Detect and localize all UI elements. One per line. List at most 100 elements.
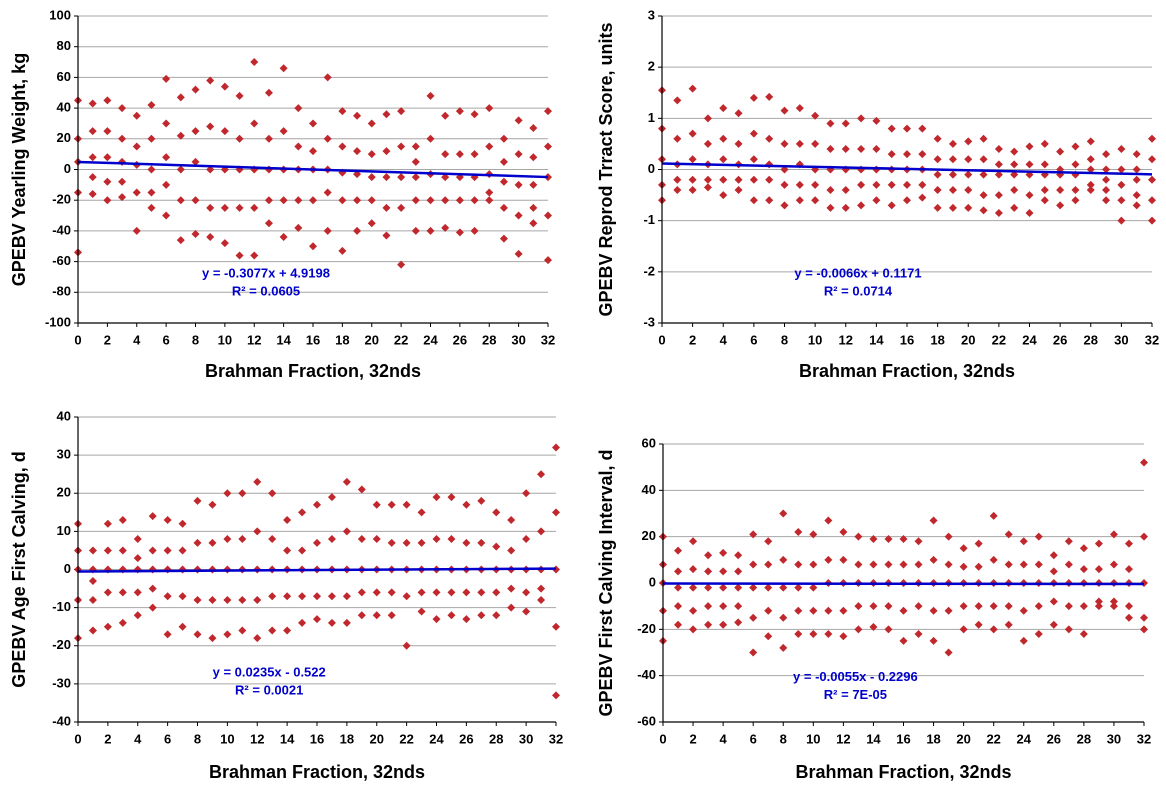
point — [914, 629, 923, 638]
point — [1102, 196, 1111, 205]
point — [250, 203, 259, 212]
trendline — [661, 162, 1153, 176]
point — [959, 602, 968, 611]
point — [529, 219, 538, 228]
point — [809, 606, 818, 615]
y-tick-label: -30 — [52, 675, 71, 690]
point — [88, 546, 97, 555]
point — [283, 546, 292, 555]
point — [411, 142, 420, 151]
point — [235, 134, 244, 143]
point — [485, 104, 494, 113]
point — [477, 538, 486, 547]
y-tick-label: 30 — [57, 447, 71, 462]
y-tick-label: -1 — [643, 212, 655, 227]
x-tick-label: 16 — [900, 332, 914, 347]
point — [824, 555, 833, 564]
point — [887, 180, 896, 189]
y-axis-title: GPEBV First Calving Interval, d — [596, 449, 616, 716]
point — [397, 173, 406, 182]
point — [208, 634, 217, 643]
point — [477, 588, 486, 597]
point — [294, 104, 303, 113]
point — [1117, 145, 1126, 154]
point — [826, 145, 835, 154]
point — [238, 535, 247, 543]
point — [811, 111, 820, 120]
y-tick-label: 0 — [649, 574, 656, 589]
point — [1004, 560, 1013, 569]
point — [1132, 165, 1141, 174]
point — [372, 611, 381, 620]
point — [88, 190, 97, 199]
point — [1064, 537, 1073, 546]
point — [719, 191, 728, 200]
point — [264, 134, 273, 143]
point — [673, 175, 682, 184]
point — [552, 508, 560, 517]
point — [903, 124, 911, 133]
point — [178, 519, 187, 528]
point — [994, 160, 1003, 169]
point — [1034, 532, 1043, 541]
point — [1064, 560, 1073, 569]
point — [283, 626, 292, 635]
point — [411, 196, 420, 205]
point — [826, 119, 835, 128]
point — [133, 535, 142, 543]
point — [914, 537, 923, 546]
point — [779, 509, 788, 518]
point — [1109, 602, 1118, 611]
y-tick-label: -20 — [637, 621, 656, 636]
point — [279, 64, 288, 73]
point — [514, 180, 523, 189]
point — [703, 139, 712, 148]
point — [268, 592, 277, 601]
point — [749, 93, 758, 102]
x-tick-label: 4 — [134, 731, 142, 746]
x-tick-label: 26 — [459, 731, 473, 746]
point — [794, 560, 803, 569]
x-tick-label: 30 — [1114, 332, 1128, 347]
point — [176, 93, 185, 102]
point — [780, 201, 789, 210]
y-tick-label: 0 — [648, 161, 655, 176]
x-tick-label: 18 — [926, 731, 940, 746]
point — [163, 546, 172, 555]
x-tick-label: 20 — [961, 332, 975, 347]
point — [148, 584, 157, 593]
point — [357, 588, 366, 597]
point — [1004, 602, 1013, 611]
x-tick-label: 24 — [423, 332, 438, 347]
point — [1004, 530, 1013, 539]
point — [1117, 196, 1126, 205]
point — [1109, 597, 1118, 606]
point — [1056, 185, 1065, 194]
point — [132, 111, 141, 120]
trend-equation: y = -0.3077x + 4.9198 — [202, 265, 330, 280]
point — [948, 203, 957, 212]
point — [147, 134, 156, 143]
point — [357, 485, 366, 494]
y-tick-label: 20 — [57, 485, 71, 500]
point — [719, 104, 728, 113]
point — [372, 500, 381, 509]
point — [688, 175, 697, 184]
point — [734, 109, 743, 118]
point — [529, 203, 538, 212]
point — [162, 119, 171, 128]
point — [779, 583, 788, 592]
point — [492, 588, 501, 597]
point — [780, 180, 789, 189]
x-tick-label: 4 — [720, 332, 728, 347]
point — [884, 534, 893, 543]
point — [719, 155, 728, 164]
x-tick-label: 18 — [340, 731, 354, 746]
point — [88, 99, 97, 108]
point — [1086, 155, 1095, 164]
point — [353, 147, 362, 156]
x-tick-label: 30 — [511, 332, 525, 347]
point — [372, 588, 381, 597]
point — [313, 592, 321, 601]
point — [470, 196, 479, 205]
